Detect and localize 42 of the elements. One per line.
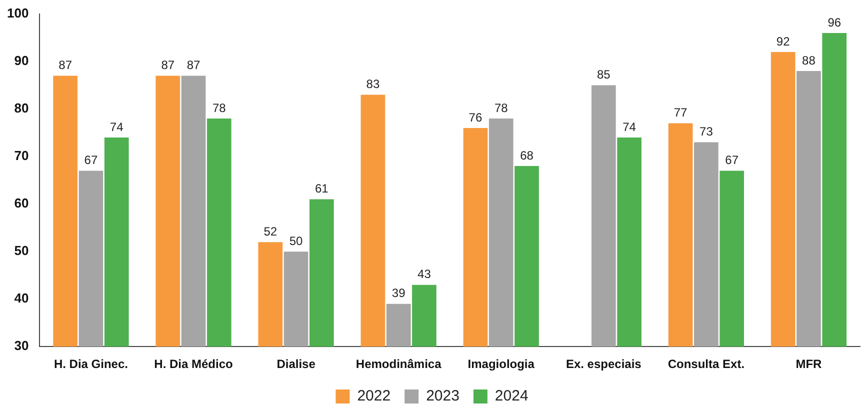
data-label: 76 xyxy=(468,110,482,124)
x-tick-label: Hemodinâmica xyxy=(356,357,442,372)
data-label: 83 xyxy=(366,77,380,92)
legend-label: 2022 xyxy=(357,388,391,405)
y-tick-label: 40 xyxy=(14,290,29,306)
data-label: 67 xyxy=(84,153,98,168)
data-label: 74 xyxy=(110,120,124,134)
x-tick-label: Consulta Ext. xyxy=(668,357,745,372)
legend-label: 2024 xyxy=(494,388,528,405)
data-label: 77 xyxy=(674,106,688,120)
data-label: 39 xyxy=(392,286,406,300)
data-label: 85 xyxy=(596,68,611,82)
x-tick-label: Dialise xyxy=(276,357,316,372)
data-label: 92 xyxy=(776,34,790,48)
data-label: 67 xyxy=(725,153,739,168)
x-tick-label: Imagiologia xyxy=(468,357,535,372)
data-label: 68 xyxy=(520,148,534,162)
x-tick-label: H. Dia Médico xyxy=(154,357,233,372)
data-label: 78 xyxy=(494,100,508,115)
y-tick-label: 80 xyxy=(14,100,29,116)
y-tick-label: 60 xyxy=(14,196,29,211)
y-tick-label: 100 xyxy=(6,6,29,21)
data-label: 52 xyxy=(264,224,278,238)
y-tick-label: 30 xyxy=(14,338,29,354)
x-tick-label: MFR xyxy=(796,357,822,372)
data-label: 43 xyxy=(418,267,432,282)
data-label: 74 xyxy=(622,120,636,134)
data-label: 73 xyxy=(700,124,714,139)
data-label: 87 xyxy=(186,58,200,72)
y-tick-label: 50 xyxy=(14,243,29,258)
data-label: 87 xyxy=(58,58,72,72)
data-label: 88 xyxy=(802,53,816,68)
data-label: 78 xyxy=(212,100,226,115)
data-label: 87 xyxy=(161,58,175,72)
y-tick-label: 90 xyxy=(14,53,29,68)
data-label: 61 xyxy=(314,182,329,196)
data-label: 96 xyxy=(828,15,842,30)
x-tick-label: H. Dia Ginec. xyxy=(54,357,128,372)
x-tick-label: Ex. especiais xyxy=(566,357,642,372)
y-tick-label: 70 xyxy=(14,148,29,164)
legend-label: 2023 xyxy=(426,388,460,405)
data-label: 50 xyxy=(289,234,304,248)
